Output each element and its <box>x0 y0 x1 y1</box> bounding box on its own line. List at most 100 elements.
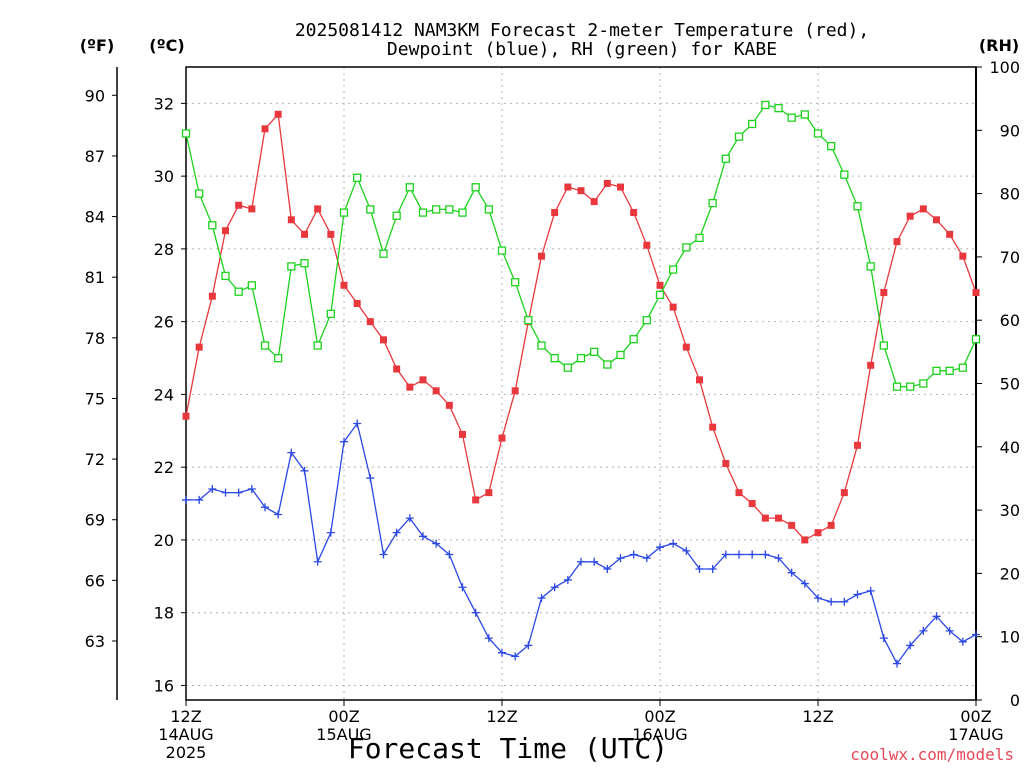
temperature-point <box>669 303 677 311</box>
temperature-point <box>801 536 809 544</box>
temperature-point <box>775 514 782 522</box>
temperature-point <box>682 343 690 351</box>
fahrenheit-tick-label: 90 <box>85 86 105 105</box>
data-series <box>181 100 981 668</box>
temperature-point <box>353 299 361 307</box>
rh-point <box>971 335 981 344</box>
fahrenheit-unit-label: (ºF) <box>80 36 115 55</box>
dewpoint-point <box>221 488 230 497</box>
rh-point <box>563 363 572 372</box>
fahrenheit-tick-label: 66 <box>85 571 105 590</box>
rh-point <box>195 189 204 198</box>
dewpoint-point <box>484 634 493 643</box>
x-tick-label: 14AUG <box>158 725 213 744</box>
x-tick-label: 00Z <box>960 707 991 726</box>
dewpoint-point <box>748 550 757 559</box>
temperature-point <box>933 216 940 224</box>
rh-tick-label: 90 <box>1000 121 1020 140</box>
dewpoint-point <box>498 648 506 657</box>
dewpoint-point <box>511 652 520 661</box>
title-line-1: 2025081412 NAM3KM Forecast 2-meter Tempe… <box>295 20 869 41</box>
dewpoint-point <box>313 557 322 566</box>
rh-point <box>287 262 296 271</box>
rh-point <box>774 103 783 113</box>
fahrenheit-tick-label: 72 <box>85 450 105 469</box>
dewpoint-point <box>958 637 967 646</box>
temperature-point <box>182 412 190 420</box>
dewpoint-point <box>682 546 691 555</box>
dewpoint-point <box>827 597 836 606</box>
rh-point <box>853 202 862 211</box>
rh-point <box>669 265 678 274</box>
dewpoint-point <box>774 554 783 563</box>
fahrenheit-tick-label: 69 <box>85 511 105 530</box>
rh-point <box>274 354 283 363</box>
dewpoint-point <box>906 641 915 650</box>
rh-tick-label: 20 <box>1000 564 1020 583</box>
dewpoint-point <box>300 466 309 475</box>
rh-tick-label: 50 <box>1000 375 1020 394</box>
dewpoint-point <box>247 485 256 493</box>
rh-point <box>379 249 388 258</box>
grid-lines <box>186 67 976 700</box>
dewpoint-point <box>840 597 849 606</box>
temperature-point <box>617 183 624 191</box>
temperature-point <box>577 187 585 195</box>
temperature-point <box>814 529 822 537</box>
temperature-point <box>761 514 769 522</box>
temperature-point <box>287 216 295 224</box>
dewpoint-point <box>274 510 283 519</box>
temperature-point <box>788 521 796 529</box>
temperature-point <box>195 343 203 351</box>
rh-tick-label: 10 <box>1000 628 1020 647</box>
dewpoint-point <box>287 448 296 457</box>
dewpoint-point <box>735 550 743 559</box>
rh-point <box>550 354 559 363</box>
temperature-point <box>722 460 730 468</box>
dewpoint-point <box>800 579 809 588</box>
fahrenheit-tick-label: 75 <box>85 389 105 408</box>
rh-point <box>405 183 414 192</box>
rh-point <box>761 100 770 110</box>
dewpoint-point <box>563 575 572 584</box>
temperature-point <box>972 289 980 297</box>
temperature-point <box>748 500 756 508</box>
rh-point <box>524 316 533 325</box>
rh-point <box>748 119 757 129</box>
temperature-point <box>327 230 335 238</box>
dewpoint-point <box>195 495 204 504</box>
temperature-point <box>538 252 545 260</box>
fahrenheit-tick-label: 87 <box>85 147 105 166</box>
rh-tick-label: 30 <box>1000 501 1020 520</box>
rh-point <box>208 221 217 230</box>
rh-point <box>497 246 507 255</box>
rh-tick-label: 100 <box>989 58 1020 77</box>
dewpoint-point <box>419 532 427 541</box>
temperature-point <box>906 212 914 220</box>
dewpoint-point <box>932 612 941 621</box>
dewpoint-point <box>590 557 599 566</box>
rh-point <box>787 113 796 122</box>
rh-point <box>247 281 256 290</box>
rh-point <box>511 278 520 287</box>
temperature-point <box>235 201 243 209</box>
temperature-point <box>590 198 598 206</box>
temperature-point <box>248 205 256 213</box>
temperature-point <box>564 183 572 191</box>
dewpoint-point <box>945 626 954 635</box>
temperature-point <box>893 238 901 246</box>
rh-point <box>353 173 362 182</box>
dewpoint-point <box>366 474 375 483</box>
rh-point <box>866 262 875 271</box>
celsius-tick-label: 32 <box>154 94 174 113</box>
rh-point <box>642 316 651 325</box>
dewpoint-point <box>353 419 362 428</box>
dewpoint-line <box>186 421 977 665</box>
dewpoint-point <box>261 503 269 512</box>
dewpoint-point <box>445 550 454 559</box>
temperature-line <box>185 112 977 541</box>
dewpoint-point <box>537 594 546 603</box>
axes-ticks: 1618202224262830326366697275788184879001… <box>85 58 1020 762</box>
celsius-tick-label: 22 <box>154 458 174 477</box>
temperature-point <box>301 230 308 238</box>
